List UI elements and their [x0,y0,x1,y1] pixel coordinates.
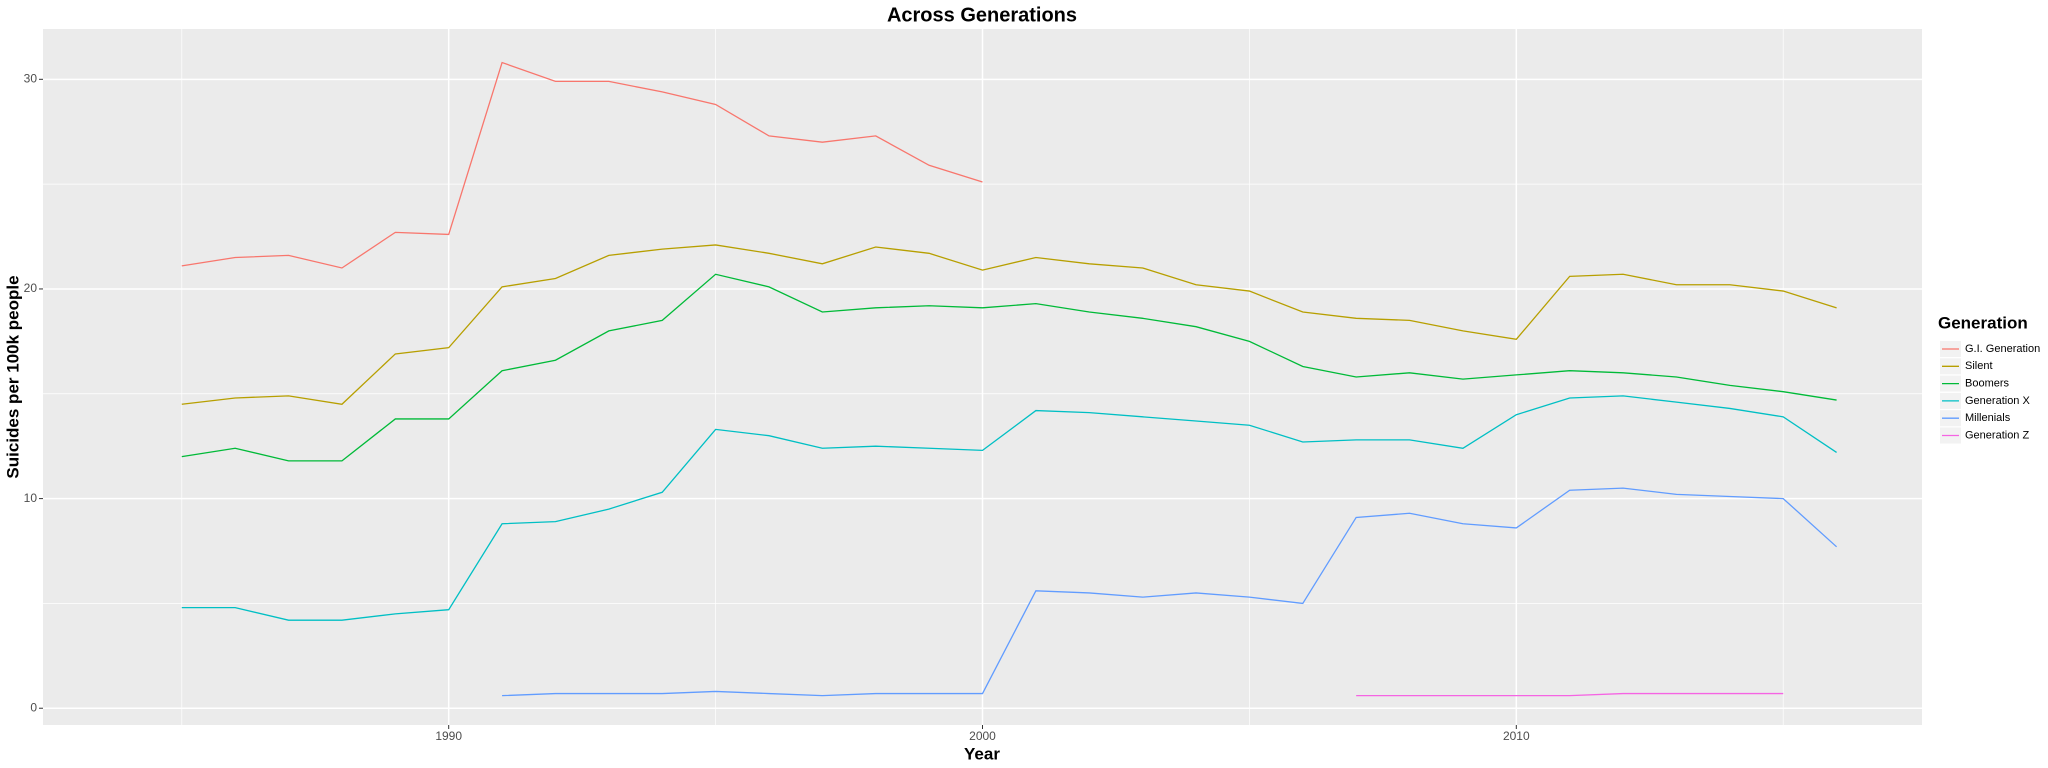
legend: G.I. Generation Silent Boomers Generation X… [1940,341,2040,444]
grid: 1990 2000 2010 0 10 20 30 [24,29,1922,743]
legend-label: Silent [1965,360,1993,372]
series-line [181,273,1837,462]
y-tick-label: 30 [24,71,38,85]
series-line [1356,692,1784,697]
x-tick-label: 2000 [969,729,996,743]
x-tick-label: 2010 [1503,729,1530,743]
y-tick-label: 0 [30,700,37,714]
y-tick-label: 20 [24,281,38,295]
series-line [181,244,1837,405]
series-line [181,61,983,269]
y-axis-label: Suicides per 100k people [3,275,22,478]
lines [181,61,1838,697]
series-line [502,487,1838,697]
legend-label: Generation Z [1965,429,2029,441]
legend-label: Boomers [1965,378,2010,390]
chart-title: Across Generations [887,4,1077,26]
legend-label: Generation X [1965,395,2030,407]
legend-label: G.I. Generation [1965,343,2040,355]
legend-title: Generation [1938,313,2028,332]
x-tick-label: 1990 [435,729,462,743]
legend-label: Millenials [1965,412,2011,424]
y-tick-label: 10 [24,491,38,505]
x-axis-label: Year [964,744,1000,763]
series-line [181,395,1837,621]
